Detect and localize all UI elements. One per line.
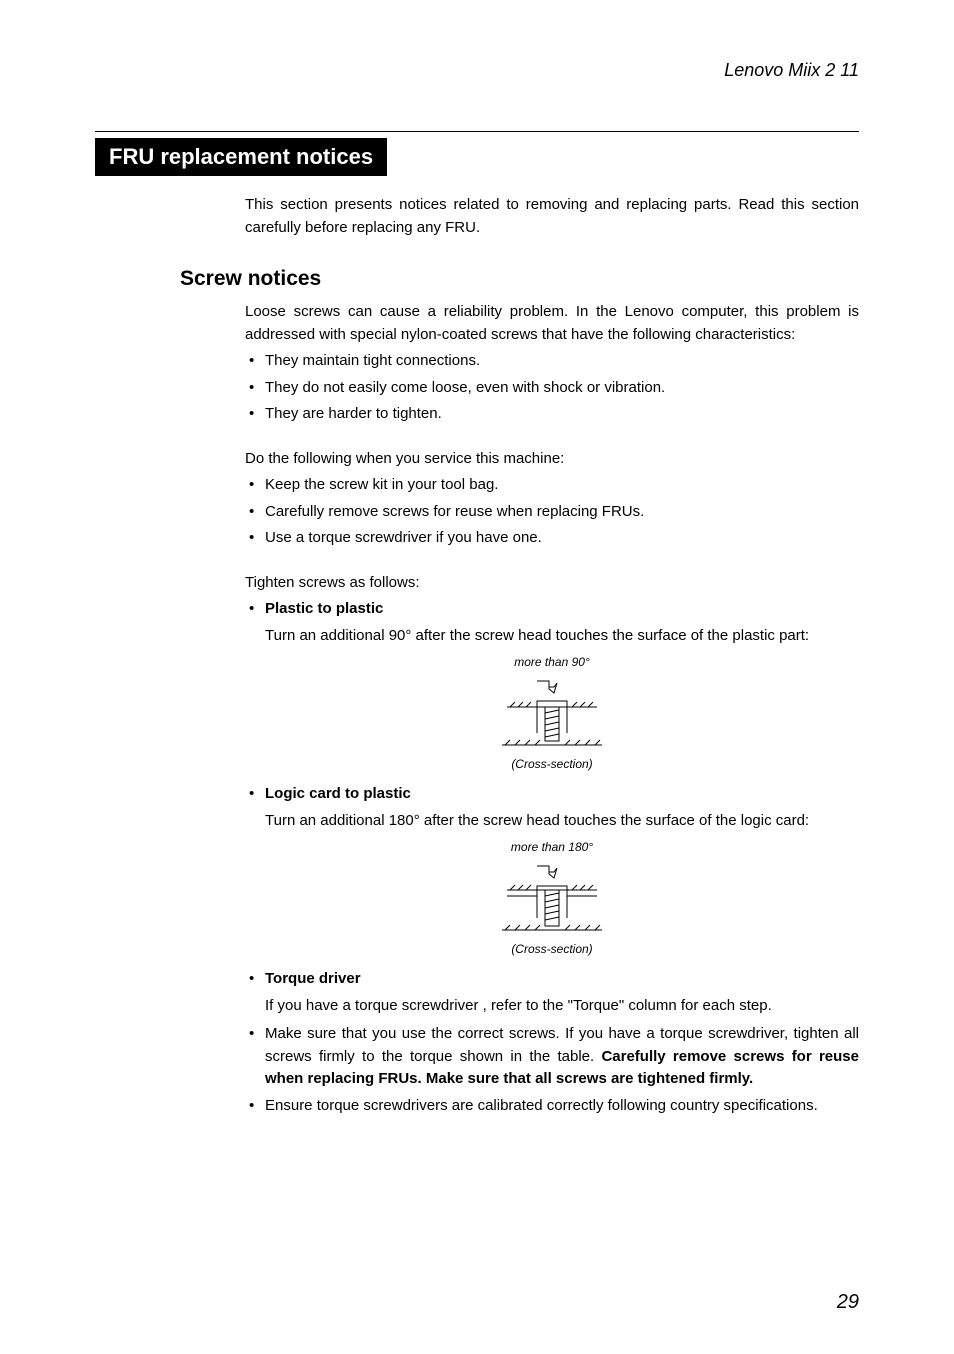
product-header: Lenovo Miix 2 11 (95, 60, 859, 81)
section-title: FRU replacement notices (95, 138, 387, 176)
torque-label: Torque driver (265, 970, 361, 987)
plastic-diagram-caption: (Cross-section) (245, 755, 859, 773)
screw-diagram-180-icon (487, 858, 617, 938)
bullets-logic: Logic card to plastic (245, 783, 859, 806)
list-item: Plastic to plastic (245, 598, 859, 621)
bullets-service: Keep the screw kit in your tool bag. Car… (245, 474, 859, 550)
list-item: They are harder to tighten. (245, 403, 859, 426)
list-item: They maintain tight connections. (245, 350, 859, 373)
plastic-diagram: more than 90° (245, 653, 859, 773)
section-intro: This section presents notices related to… (245, 194, 859, 239)
para-service: Do the following when you service this m… (245, 448, 859, 471)
section-header-row: FRU replacement notices (95, 138, 859, 176)
header-top-line (95, 131, 859, 132)
list-item: Make sure that you use the correct screw… (245, 1023, 859, 1091)
plastic-label: Plastic to plastic (265, 600, 383, 617)
list-item: Keep the screw kit in your tool bag. (245, 474, 859, 497)
list-item: Torque driver (245, 968, 859, 991)
screw-diagram-90-icon (487, 673, 617, 753)
list-item: Use a torque screwdriver if you have one… (245, 527, 859, 550)
para-tighten: Tighten screws as follows: (245, 572, 859, 595)
bullets-final: Make sure that you use the correct screw… (245, 1023, 859, 1117)
torque-text: If you have a torque screwdriver , refer… (245, 995, 859, 1018)
logic-diagram-caption: (Cross-section) (245, 940, 859, 958)
list-item: Carefully remove screws for reuse when r… (245, 501, 859, 524)
logic-text: Turn an additional 180° after the screw … (245, 810, 859, 833)
bullets-torque: Torque driver (245, 968, 859, 991)
logic-label: Logic card to plastic (265, 785, 411, 802)
bullets-characteristics: They maintain tight connections. They do… (245, 350, 859, 426)
list-item: Ensure torque screwdrivers are calibrate… (245, 1095, 859, 1118)
plastic-text: Turn an additional 90° after the screw h… (245, 625, 859, 648)
para-characteristics: Loose screws can cause a reliability pro… (245, 301, 859, 346)
subsection-title: Screw notices (180, 267, 859, 291)
bullets-tighten: Plastic to plastic (245, 598, 859, 621)
logic-diagram: more than 180° (245, 838, 859, 958)
list-item: Logic card to plastic (245, 783, 859, 806)
logic-diagram-label: more than 180° (245, 838, 859, 856)
body-content: Loose screws can cause a reliability pro… (245, 301, 859, 1117)
list-item: They do not easily come loose, even with… (245, 377, 859, 400)
page-number: 29 (837, 1291, 859, 1314)
plastic-diagram-label: more than 90° (245, 653, 859, 671)
